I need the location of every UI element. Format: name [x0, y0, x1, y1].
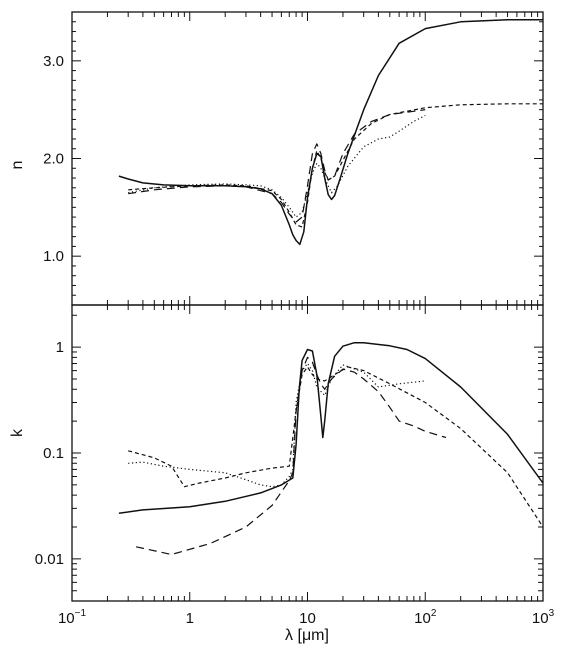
y-tick-label: 1 — [56, 339, 64, 356]
series-line-long-dash — [128, 109, 426, 223]
x-tick-label: 1 — [186, 610, 194, 627]
series-line-dotted — [128, 362, 426, 488]
series-line-dotted — [128, 114, 426, 218]
y-axis-label-n: n — [9, 161, 26, 170]
x-tick-label: 102 — [414, 608, 437, 627]
y-tick-label: 0.1 — [43, 445, 64, 462]
series-line-long-dash — [135, 356, 447, 556]
y-axis-label-k: k — [9, 428, 26, 437]
y-tick-label: 0.01 — [35, 551, 64, 568]
panel-bottom-extinction: 0.01 0.1 1 10−1 1 10 102 103 — [35, 304, 555, 627]
y-tick-label: 2.0 — [43, 151, 64, 168]
plot-frame — [71, 11, 544, 306]
series-line-solid — [118, 19, 543, 246]
panel-top-refractive-index: 1.0 2.0 3.0 — [43, 11, 544, 306]
y-tick-label: 1.0 — [43, 248, 64, 265]
series-line-short-dash — [128, 366, 543, 528]
x-axis-label-wavelength: λ [μm] — [285, 627, 329, 644]
x-tick-label: 103 — [532, 608, 555, 627]
y-tick-label: 3.0 — [43, 53, 64, 70]
x-tick-label: 10 — [299, 610, 316, 627]
series-line-short-dash — [128, 103, 543, 228]
x-tick-label: 10−1 — [58, 608, 87, 627]
series-line-solid — [118, 341, 543, 514]
